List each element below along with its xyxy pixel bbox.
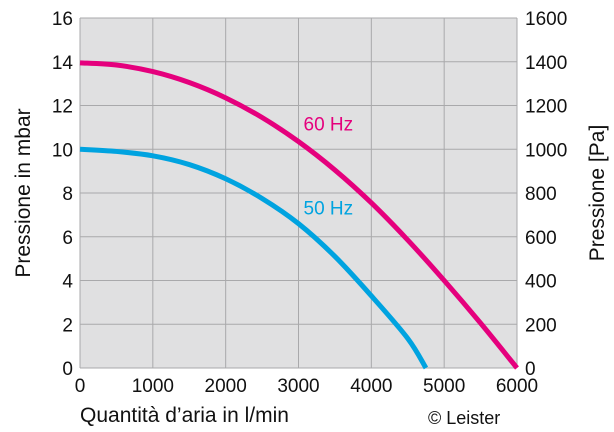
y2-tick-label: 1200 — [525, 97, 567, 118]
y2-tick-label: 0 — [525, 359, 536, 380]
series-labels: 60 Hz 50 Hz — [304, 115, 354, 220]
x-tick-label: 2000 — [205, 376, 247, 397]
x-tick-label: 6000 — [496, 376, 538, 397]
y-axis-title: Pressione in mbar — [12, 108, 35, 277]
series-label: 50 Hz — [304, 199, 354, 220]
x-tick-label: 3000 — [277, 376, 319, 397]
y2-tick-label: 1400 — [525, 53, 567, 74]
y2-tick-label: 1000 — [525, 140, 567, 161]
y2-axis-title: Pressione [Pa] — [586, 125, 609, 262]
y-tick-label: 14 — [52, 53, 74, 74]
y2-tick-label: 800 — [525, 184, 557, 205]
y-tick-label: 2 — [62, 315, 73, 336]
y2-tick-label: 400 — [525, 272, 557, 293]
x-tick-label: 4000 — [350, 376, 392, 397]
y-tick-label: 0 — [62, 359, 73, 380]
x-tick-label: 0 — [75, 376, 86, 397]
y2-tick-label: 1600 — [525, 9, 567, 30]
y-tick-label: 6 — [62, 228, 73, 249]
x-tick-label: 1000 — [132, 376, 174, 397]
series-lines — [79, 60, 519, 370]
y-tick-label: 16 — [52, 9, 73, 30]
x-tick-label: 5000 — [423, 376, 465, 397]
series-line — [79, 60, 519, 370]
y-tick-label: 8 — [62, 184, 73, 205]
y-tick-label: 12 — [52, 97, 73, 118]
y-tick-label: 4 — [62, 272, 73, 293]
y2-tick-label: 200 — [525, 315, 557, 336]
copyright-credit: © Leister — [428, 408, 500, 428]
y2-tick-label: 600 — [525, 228, 557, 249]
x-axis-title: Quantità d’aria in l/min — [80, 404, 289, 427]
y-tick-label: 10 — [52, 140, 73, 161]
series-label: 60 Hz — [304, 115, 354, 136]
series-line — [79, 146, 429, 370]
